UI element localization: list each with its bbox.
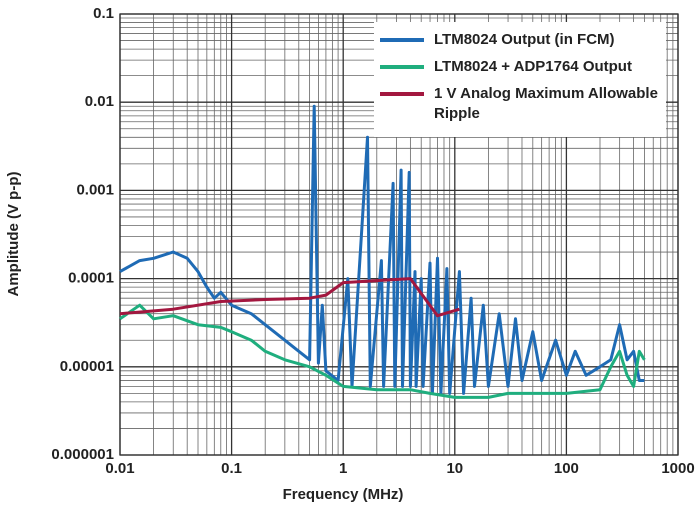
y-tick-label: 0.1	[93, 5, 114, 22]
legend-entry: 1 V Analog Maximum Allowable Ripple	[374, 84, 666, 124]
legend-swatch	[380, 38, 424, 42]
y-tick-label: 0.01	[85, 93, 114, 110]
legend-label: LTM8024 + ADP1764 Output	[434, 58, 632, 75]
legend-swatch	[380, 65, 424, 69]
legend-entry: LTM8024 Output (in FCM)	[374, 30, 666, 50]
x-tick-label: 100	[554, 460, 579, 477]
series-line	[119, 104, 645, 395]
x-tick-label: 0.01	[105, 460, 134, 477]
series-line	[119, 277, 460, 318]
y-tick-label: 0.001	[76, 181, 114, 198]
legend-label: LTM8024 Output (in FCM)	[434, 31, 615, 48]
y-tick-label: 0.0001	[68, 270, 114, 287]
legend-entry: LTM8024 + ADP1764 Output	[374, 57, 666, 77]
plot-frame	[119, 13, 679, 456]
x-tick-label: 10	[446, 460, 463, 477]
series-line	[119, 303, 646, 399]
x-tick-label: 1	[339, 460, 347, 477]
legend-swatch	[380, 92, 424, 96]
x-tick-label: 1000	[661, 460, 694, 477]
x-tick-label: 0.1	[221, 460, 242, 477]
legend-label: 1 V Analog Maximum Allowable Ripple	[434, 85, 658, 122]
x-axis-title: Frequency (MHz)	[283, 486, 404, 503]
legend: LTM8024 Output (in FCM) LTM8024 + ADP1764…	[374, 22, 666, 137]
y-axis-title: Amplitude (V p-p)	[5, 172, 22, 297]
y-tick-label: 0.00001	[60, 358, 114, 375]
y-tick-label: 0.000001	[51, 446, 114, 463]
